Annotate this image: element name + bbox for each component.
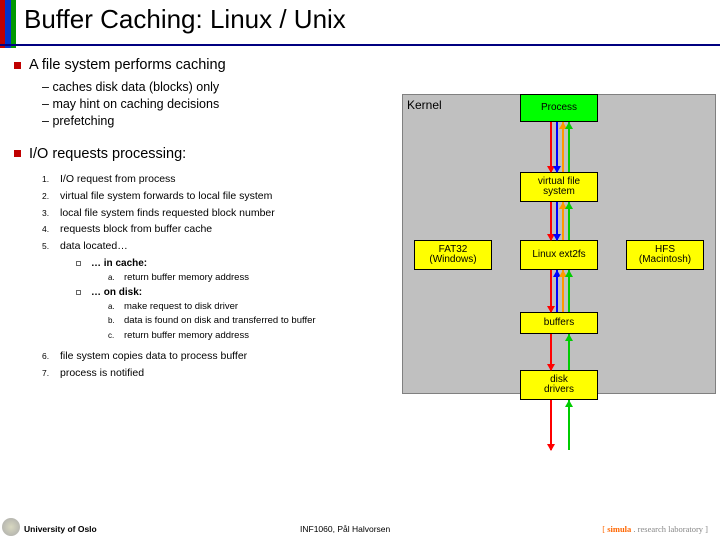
- hfs-l2: (Macintosh): [639, 255, 691, 265]
- s1-item2: may hint on caching decisions: [42, 96, 440, 112]
- section1-heading-text: A file system performs caching: [29, 57, 226, 73]
- disk-sub-a: a.make request to disk driver: [108, 301, 440, 313]
- disk-sub-c: c.return buffer memory address: [108, 330, 440, 342]
- footer-course: INF1060, Pål Halvorsen: [300, 524, 390, 534]
- footer: University of Oslo INF1060, Pål Halvorse…: [0, 518, 720, 536]
- hfs-box: HFS (Macintosh): [626, 240, 704, 270]
- buffers-box: buffers: [520, 312, 598, 334]
- uio-crest-icon: [2, 518, 20, 536]
- disk-box: disk drivers: [520, 370, 598, 400]
- content-area: A file system performs caching caches di…: [0, 56, 440, 383]
- page-title: Buffer Caching: Linux / Unix: [24, 4, 346, 35]
- process-label: Process: [541, 103, 577, 113]
- section2-heading: I/O requests processing:: [14, 145, 440, 164]
- ext-box: Linux ext2fs: [520, 240, 598, 270]
- step-5: 5.data located…: [42, 240, 440, 254]
- section2-heading-text: I/O requests processing:: [29, 146, 186, 162]
- vfs-l2: system: [543, 187, 575, 197]
- bullet-icon: [14, 62, 21, 69]
- step-1: 1.I/O request from process: [42, 173, 440, 187]
- buffers-label: buffers: [544, 318, 574, 328]
- ext-label: Linux ext2fs: [532, 250, 585, 260]
- disk-sub-b: b.data is found on disk and transferred …: [108, 315, 440, 327]
- step-3: 3.local file system finds requested bloc…: [42, 207, 440, 221]
- cache-heading: … in cache:: [76, 257, 440, 270]
- vfs-box: virtual file system: [520, 172, 598, 202]
- footer-simula: [ simula . research laboratory ]: [602, 524, 708, 534]
- step-4: 4.requests block from buffer cache: [42, 223, 440, 237]
- title-region: Buffer Caching: Linux / Unix: [0, 0, 720, 48]
- disk-l2: drivers: [544, 385, 574, 395]
- fat-box: FAT32 (Windows): [414, 240, 492, 270]
- kernel-label: Kernel: [407, 99, 442, 111]
- title-accent-bars: [0, 0, 16, 48]
- step-6: 6.file system copies data to process buf…: [42, 350, 440, 364]
- footer-university: University of Oslo: [24, 524, 97, 534]
- s1-item1: caches disk data (blocks) only: [42, 79, 440, 95]
- step-7: 7.process is notified: [42, 367, 440, 381]
- step-2: 2.virtual file system forwards to local …: [42, 190, 440, 204]
- cache-sub-a: a.return buffer memory address: [108, 272, 440, 284]
- diagram: Kernel Process virtual file system FAT32…: [402, 94, 716, 454]
- s1-item3: prefetching: [42, 113, 440, 129]
- section1-heading: A file system performs caching: [14, 56, 440, 75]
- bar-green: [11, 0, 16, 48]
- title-underline: [0, 44, 720, 46]
- process-box: Process: [520, 94, 598, 122]
- fat-l2: (Windows): [429, 255, 476, 265]
- disk-heading: … on disk:: [76, 286, 440, 299]
- bullet-icon: [14, 150, 21, 157]
